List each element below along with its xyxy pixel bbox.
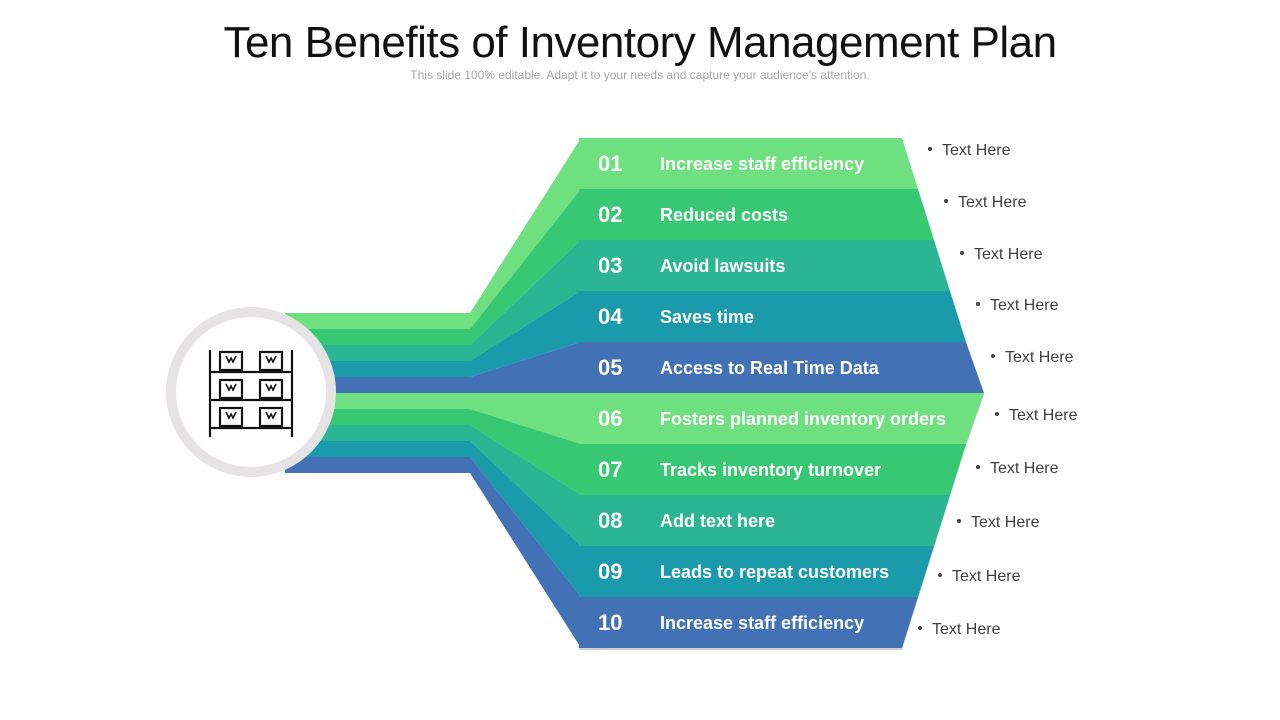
stream-band — [285, 393, 581, 444]
row-label: Leads to repeat customers — [660, 562, 889, 582]
row-label: Increase staff efficiency — [660, 154, 864, 174]
bullet-dot-icon — [991, 353, 995, 358]
bullet-text: Text Here — [932, 621, 1001, 638]
row-band — [579, 393, 984, 444]
bullet-dot-icon — [957, 518, 961, 523]
bullet-text: Text Here — [942, 142, 1011, 159]
stream-band — [285, 240, 581, 361]
hub-inner-disc — [176, 317, 326, 467]
bullet-note: Text Here — [918, 621, 1000, 639]
bullet-note: Text Here — [957, 514, 1039, 532]
row-label: Increase staff efficiency — [660, 613, 864, 633]
warehouse-shelf-icon — [208, 350, 294, 437]
bullet-text: Text Here — [952, 568, 1021, 585]
row-band — [579, 240, 950, 291]
row-number: 02 — [598, 202, 622, 227]
bullet-note: Text Here — [976, 297, 1058, 315]
row-label: Saves time — [660, 307, 754, 327]
slide-title: Ten Benefits of Inventory Management Pla… — [223, 18, 1057, 67]
slide-subtitle: This slide 100% editable. Adapt it to yo… — [410, 68, 870, 82]
row-band — [579, 138, 918, 189]
row-band — [579, 189, 934, 240]
benefit-row: 09 Leads to repeat customers — [579, 546, 934, 599]
row-number: 08 — [598, 508, 622, 533]
bullet-text: Text Here — [1009, 407, 1078, 424]
benefit-row: 04 Saves time — [579, 291, 966, 344]
row-label: Fosters planned inventory orders — [660, 409, 946, 429]
bullet-dot-icon — [944, 198, 948, 203]
benefit-row: 08 Add text here — [579, 495, 950, 548]
benefit-row: 02 Reduced costs — [579, 189, 934, 242]
row-number: 10 — [598, 610, 622, 635]
bullet-note: Text Here — [938, 568, 1020, 586]
row-label: Avoid lawsuits — [660, 256, 785, 276]
row-number: 06 — [598, 406, 622, 431]
stream-band — [285, 441, 581, 597]
row-label: Reduced costs — [660, 205, 788, 225]
row-number: 07 — [598, 457, 622, 482]
stream-band — [285, 425, 581, 546]
row-label: Add text here — [660, 511, 775, 531]
benefit-row: 07 Tracks inventory turnover — [579, 444, 966, 497]
benefit-rows: 01 Increase staff efficiency 02 Reduced cos… — [579, 138, 984, 650]
bullet-dot-icon — [918, 625, 922, 630]
row-label: Tracks inventory turnover — [660, 460, 881, 480]
bullet-dot-icon — [938, 572, 942, 577]
benefit-row: 01 Increase staff efficiency — [579, 138, 918, 191]
bullet-text: Text Here — [990, 460, 1059, 477]
bullet-text: Text Here — [971, 514, 1040, 531]
row-band — [579, 342, 984, 393]
bullet-note: Text Here — [976, 460, 1058, 478]
bullet-text: Text Here — [990, 297, 1059, 314]
row-number: 09 — [598, 559, 622, 584]
bullet-dot-icon — [928, 146, 932, 151]
bullet-note: Text Here — [991, 349, 1073, 367]
row-number: 03 — [598, 253, 622, 278]
bullet-note: Text Here — [944, 194, 1026, 212]
row-band — [579, 546, 934, 597]
bullet-dot-icon — [995, 411, 999, 416]
bullet-note: Text Here — [960, 246, 1042, 264]
row-band — [579, 444, 966, 495]
stream-band — [285, 457, 581, 648]
row-number: 01 — [598, 151, 622, 176]
row-number: 05 — [598, 355, 622, 380]
bullet-text: Text Here — [1005, 349, 1074, 366]
benefit-row: 03 Avoid lawsuits — [579, 240, 950, 293]
stream-band — [285, 189, 581, 345]
bullet-dot-icon — [976, 464, 980, 469]
bullet-note: Text Here — [995, 407, 1077, 425]
bullet-dot-icon — [976, 301, 980, 306]
bullet-dot-icon — [960, 250, 964, 255]
row-band — [579, 597, 918, 648]
bullet-note: Text Here — [928, 142, 1010, 160]
stream-band — [285, 409, 581, 495]
stream-band — [285, 342, 581, 393]
benefit-row: 06 Fosters planned inventory orders — [579, 393, 984, 446]
bullet-text: Text Here — [958, 194, 1027, 211]
benefit-row: 05 Access to Real Time Data — [579, 342, 984, 395]
row-band — [579, 291, 966, 342]
stream-layer — [285, 138, 581, 648]
row-band — [579, 495, 950, 546]
hub-circle — [166, 307, 336, 477]
row-label: Access to Real Time Data — [660, 358, 880, 378]
stream-band — [285, 291, 581, 377]
row-number: 04 — [598, 304, 623, 329]
benefit-row: 10 Increase staff efficiency — [579, 597, 918, 650]
bullet-text: Text Here — [974, 246, 1043, 263]
stream-band — [285, 138, 581, 329]
